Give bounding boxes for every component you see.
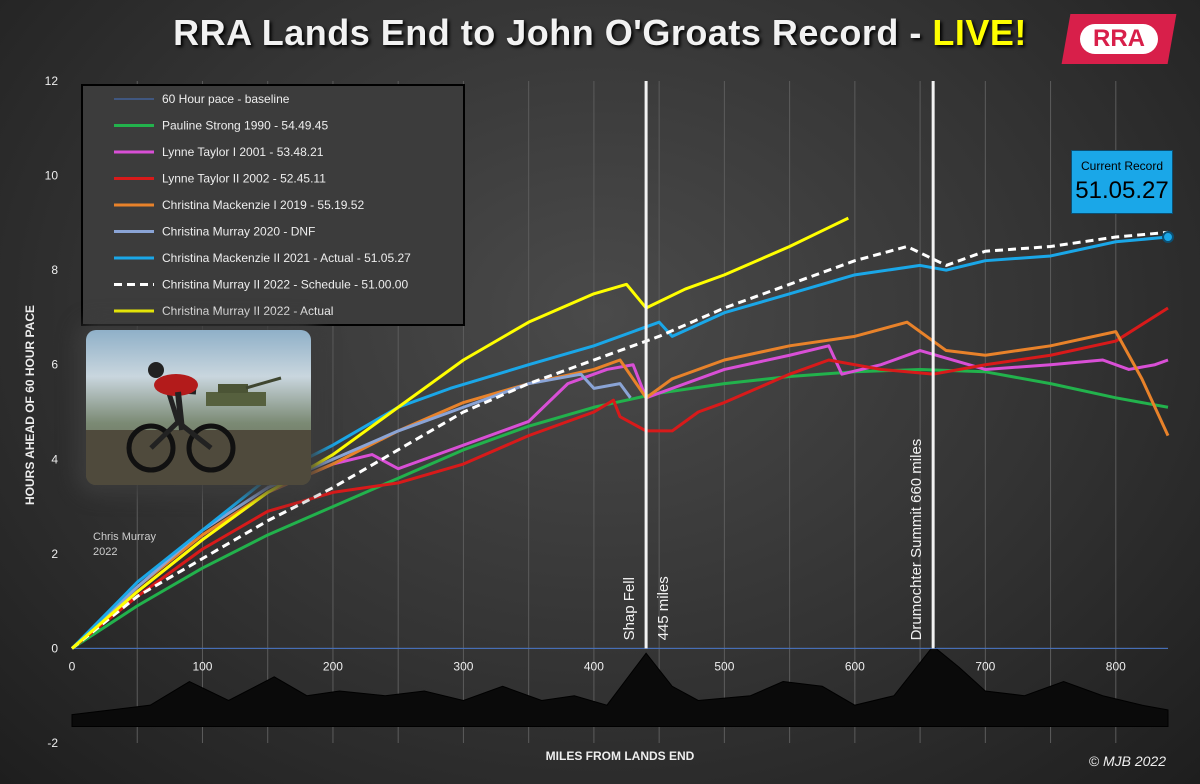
y-axis-label: HOURS AHEAD OF 60 HOUR PACE [23,305,37,505]
legend-label: Christina Murray II 2022 - Actual [162,304,333,318]
x-tick-label: 500 [714,659,734,673]
y-tick-label: 12 [45,74,59,88]
photo-caption-line2: 2022 [93,546,117,558]
current-position-marker [1162,231,1174,244]
elevation-profile [71,645,1169,727]
x-tick-label: 700 [975,659,995,673]
x-tick-label: 600 [845,659,865,673]
x-axis-label: MILES FROM LANDS END [546,749,695,763]
series-line [71,367,1169,650]
annotations-layer: Shap Fell 445 miles Drumochter Summit 660 … [621,81,935,649]
annotation-label: 445 miles [655,576,672,640]
x-tick-label: 200 [323,659,343,673]
page-title: RRA Lands End to John O'Groats Record - … [173,12,1027,53]
legend: 60 Hour pace - baseline Pauline Strong 19… [81,84,465,326]
legend-label: Christina Mackenzie II 2021 - Actual - 5… [162,251,411,265]
y-tick-label: 10 [45,169,59,183]
x-tick-label: 300 [453,659,473,673]
x-tick-label: 400 [584,659,604,673]
y-tick-label: 2 [51,547,58,561]
live-badge: LIVE! [932,12,1027,53]
y-tick-label: 4 [51,452,58,466]
y-tick-label: 6 [51,358,58,372]
y-tick-label: 8 [51,263,58,277]
copyright-credit: © MJB 2022 [1089,753,1166,769]
photo-caption-line1: Chris Murray [93,531,156,543]
current-record-label: Current Record [1080,159,1164,173]
legend-label: Pauline Strong 1990 - 54.49.45 [162,119,328,133]
series-line [71,344,1169,650]
current-record-box: Current Record 51.05.27 [1071,150,1173,214]
y-tick-label: 0 [51,641,58,655]
x-tick-label: 100 [192,659,212,673]
series-line [71,216,849,650]
x-tick-label: 0 [69,659,76,673]
annotation-label: Shap Fell [621,577,638,640]
legend-label: Christina Mackenzie I 2019 - 55.19.52 [162,198,364,212]
legend-label: Christina Murray II 2022 - Schedule - 51… [162,278,408,292]
y-tick-label: -2 [47,736,58,750]
annotation-label: Drumochter Summit 660 miles [908,439,925,641]
x-axis-ticks: 0 100 200 300 400 500 600 700 800 [69,659,1126,673]
y-axis-ticks: -2 0 2 4 6 8 10 12 [45,74,59,750]
x-tick-label: 800 [1106,659,1126,673]
current-record-value: 51.05.27 [1075,177,1169,204]
legend-label: Christina Murray 2020 - DNF [162,225,315,239]
cyclist-photo [86,330,311,485]
cyclist-illustration [86,362,311,485]
legend-label: 60 Hour pace - baseline [162,92,290,106]
legend-label: Lynne Taylor I 2001 - 53.48.21 [162,145,324,159]
legend-label: Lynne Taylor II 2002 - 52.45.11 [162,172,326,186]
series-line [71,230,1169,650]
